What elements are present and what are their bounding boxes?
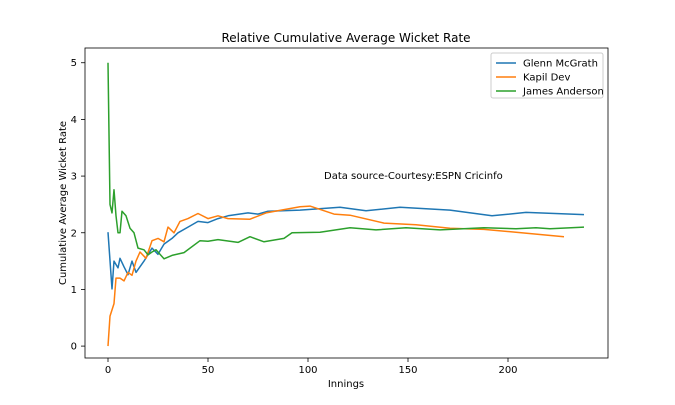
plot-area (84, 47, 609, 359)
series-line-kapil-dev (107, 205, 565, 347)
legend-box (490, 52, 604, 99)
series-line-glenn-mcgrath (107, 206, 585, 290)
y-tick-label: 5 (71, 58, 77, 69)
legend-label: Kapil Dev (523, 73, 570, 84)
x-tick-label: 200 (498, 365, 517, 376)
y-tick-label: 4 (71, 115, 77, 126)
annotation: Data source-Courtesy:ESPN Cricinfo (324, 171, 503, 182)
y-tick-label: 0 (71, 342, 77, 353)
x-axis-label: Innings (328, 379, 364, 390)
y-axis-label: Cumulative Average Wicket Rate (58, 121, 69, 285)
x-tick-label: 100 (298, 365, 317, 376)
y-tick-label: 2 (71, 228, 77, 239)
x-tick-label: 0 (105, 365, 111, 376)
legend-label: James Anderson (522, 87, 604, 98)
chart-title: Relative Cumulative Average Wicket Rate (221, 31, 470, 45)
y-tick-label: 1 (71, 285, 77, 296)
legend-label: Glenn McGrath (523, 59, 598, 70)
y-tick-label: 3 (71, 172, 77, 183)
legend: Glenn McGrath Kapil Dev James Anderson (490, 52, 604, 99)
series-line-james-anderson (107, 62, 585, 260)
x-tick-label: 150 (398, 365, 417, 376)
x-tick-label: 50 (202, 365, 215, 376)
